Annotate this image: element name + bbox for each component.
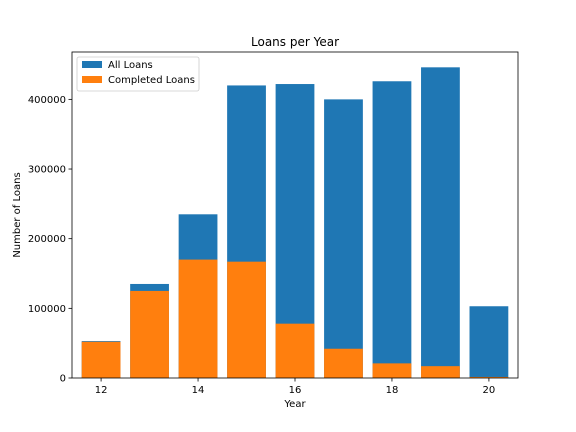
- x-tick-label-18: 18: [386, 385, 399, 396]
- x-tick-label-14: 14: [192, 385, 205, 396]
- bar-completed-loans-17: [324, 349, 363, 378]
- x-tick-label-16: 16: [289, 385, 302, 396]
- x-axis-label: Year: [283, 399, 306, 410]
- y-tick-label-400000: 400000: [28, 95, 66, 106]
- bar-completed-loans-15: [227, 262, 266, 378]
- bar-completed-loans-16: [276, 324, 315, 378]
- y-tick-label-0: 0: [60, 374, 66, 385]
- bar-completed-loans-18: [373, 363, 412, 378]
- legend: All Loans Completed Loans: [77, 57, 199, 91]
- bar-all-loans-18: [373, 81, 412, 378]
- legend-label-all-loans: All Loans: [108, 60, 153, 71]
- bar-completed-loans-12: [82, 342, 121, 378]
- y-tick-label-300000: 300000: [28, 165, 66, 176]
- bar-all-loans-19: [421, 67, 460, 378]
- bar-completed-loans-19: [421, 366, 460, 378]
- legend-swatch-completed-loans: [82, 76, 102, 83]
- y-tick-label-100000: 100000: [28, 304, 66, 315]
- legend-swatch-all-loans: [82, 61, 102, 68]
- y-tick-label-200000: 200000: [28, 234, 66, 245]
- y-axis-label: Number of Loans: [12, 172, 23, 257]
- legend-label-completed-loans: Completed Loans: [108, 75, 195, 86]
- bar-completed-loans-14: [179, 260, 218, 378]
- bar-completed-loans-13: [130, 291, 169, 378]
- bar-all-loans-20: [470, 306, 509, 378]
- bar-all-loans-17: [324, 99, 363, 378]
- chart-title: Loans per Year: [251, 35, 339, 49]
- x-tick-label-20: 20: [483, 385, 496, 396]
- x-tick-label-12: 12: [95, 385, 108, 396]
